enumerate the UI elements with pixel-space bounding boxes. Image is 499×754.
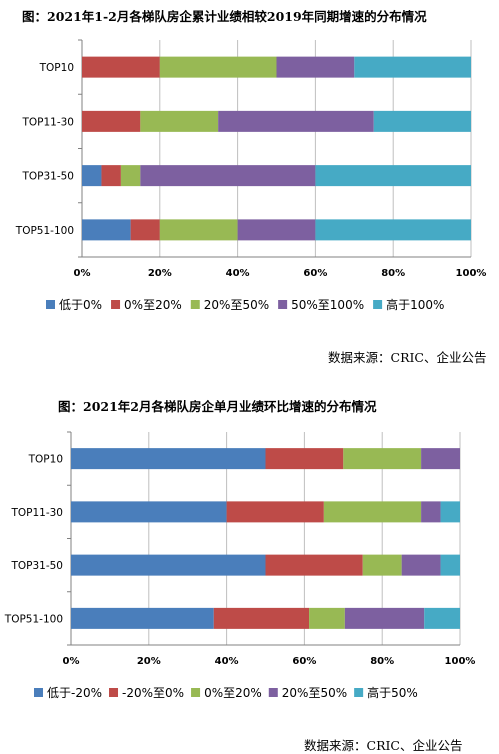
category-label: TOP11-30 xyxy=(21,116,74,128)
chart2-title: 图：2021年2月各梯队房企单月业绩环比增速的分布情况 xyxy=(58,399,377,414)
bar-segment xyxy=(421,448,460,470)
category-label: TOP51-100 xyxy=(4,613,63,625)
x-tick-label: 100% xyxy=(456,268,487,279)
bar-segment xyxy=(440,554,460,576)
x-tick-label: 60% xyxy=(292,656,316,667)
bar-segment xyxy=(101,165,121,187)
legend-label: 20%至50% xyxy=(204,298,269,312)
category-label: TOP10 xyxy=(28,454,63,466)
bar-segment xyxy=(71,607,214,629)
bar-segment xyxy=(159,56,277,78)
bar-segment xyxy=(343,448,422,470)
bar-segment xyxy=(213,607,310,629)
bar-segment xyxy=(265,448,344,470)
legend-label: 低于-20% xyxy=(47,686,102,700)
legend-label: 高于100% xyxy=(386,297,444,312)
legend-swatch xyxy=(46,300,55,309)
legend-swatch xyxy=(373,300,383,309)
x-tick-label: 20% xyxy=(137,656,161,667)
bar-segment xyxy=(82,56,160,78)
x-tick-label: 100% xyxy=(445,656,476,667)
category-label: TOP10 xyxy=(39,62,74,74)
legend-label: 低于0% xyxy=(59,298,102,312)
bar-segment xyxy=(140,165,316,187)
legend-label: 20%至50% xyxy=(282,686,347,700)
bar-segment xyxy=(362,554,402,576)
legend-swatch xyxy=(354,688,364,697)
legend-label: 高于50% xyxy=(367,685,418,700)
bar-segment xyxy=(373,110,471,132)
legend-label: 50%至100% xyxy=(291,298,364,312)
bar-segment xyxy=(237,219,316,241)
bar-segment xyxy=(315,219,471,241)
legend-swatch xyxy=(109,688,119,697)
bar-segment xyxy=(71,554,266,576)
category-label: TOP31-50 xyxy=(21,171,74,183)
chart1-title: 图：2021年1-2月各梯队房企累计业绩相较2019年同期增速的分布情况 xyxy=(22,9,427,24)
bar-segment xyxy=(71,448,266,470)
legend-label: 0%至20% xyxy=(204,686,262,700)
chart2-plot: TOP10 TOP11-30 TOP31-50 TOP51-100 0% 20% 40% 60… xyxy=(4,431,476,700)
legend-label: -20%至0% xyxy=(122,686,184,700)
x-tick-label: 80% xyxy=(381,268,405,279)
bar-segment xyxy=(71,501,227,523)
bar-segment xyxy=(309,607,345,629)
bar-segment xyxy=(424,607,460,629)
bar-segment xyxy=(82,219,131,241)
bar-segment xyxy=(421,501,441,523)
legend-swatch xyxy=(111,300,121,309)
legend-swatch xyxy=(34,688,43,697)
bar-segment xyxy=(354,56,471,78)
chart1-source: 数据来源：CRIC、企业公告 xyxy=(328,350,487,365)
x-tick-label: 60% xyxy=(303,268,327,279)
category-label: TOP51-100 xyxy=(15,225,74,237)
x-tick-label: 80% xyxy=(370,656,394,667)
legend-swatch xyxy=(268,688,278,697)
bar-segment xyxy=(440,501,460,523)
x-tick-label: 0% xyxy=(74,268,91,279)
legend-swatch xyxy=(278,300,288,309)
bar-segment xyxy=(226,501,324,523)
bar-segment xyxy=(82,110,141,132)
category-label: TOP31-50 xyxy=(10,560,63,572)
chart1-plot: TOP10 TOP11-30 TOP31-50 TOP51-100 0% 20% 40% 60… xyxy=(15,39,487,312)
bar-segment xyxy=(218,110,374,132)
bar-segment xyxy=(120,165,141,187)
bar-segment xyxy=(130,219,160,241)
chart2-source: 数据来源：CRIC、企业公告 xyxy=(304,738,463,753)
bar-segment xyxy=(323,501,422,523)
bar-segment xyxy=(82,165,102,187)
bar-segment xyxy=(315,165,471,187)
x-tick-label: 40% xyxy=(215,656,239,667)
x-tick-label: 40% xyxy=(226,268,250,279)
x-tick-label: 0% xyxy=(63,656,80,667)
legend-swatch xyxy=(190,300,200,309)
legend-label: 0%至20% xyxy=(124,298,182,312)
bar-segment xyxy=(401,554,441,576)
bar-segment xyxy=(265,554,363,576)
bar-segment xyxy=(344,607,425,629)
category-label: TOP11-30 xyxy=(10,507,63,519)
bar-segment xyxy=(140,110,219,132)
bar-segment xyxy=(276,56,355,78)
legend-swatch xyxy=(191,688,201,697)
x-tick-label: 20% xyxy=(148,268,172,279)
bar-segment xyxy=(159,219,238,241)
